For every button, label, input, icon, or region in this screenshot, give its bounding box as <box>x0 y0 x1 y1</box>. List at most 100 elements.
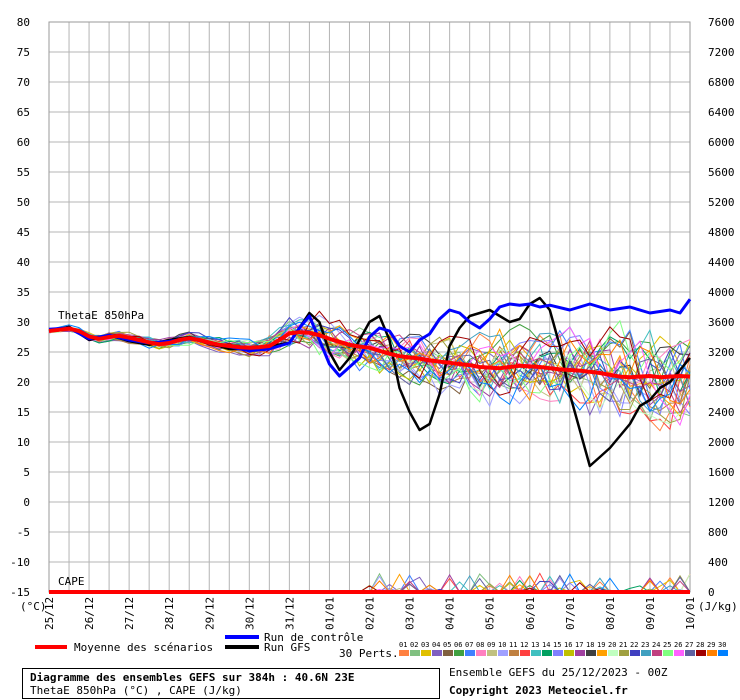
legend-pert-swatch <box>531 650 541 656</box>
x-tick-label: 01/01 <box>323 597 336 630</box>
y-left-tick-label: 75 <box>17 46 30 59</box>
y-right-tick-label: 1200 <box>708 496 735 509</box>
x-tick-label: 27/12 <box>123 597 136 630</box>
y-left-tick-label: 50 <box>17 196 30 209</box>
legend-control-label: Run de contrôle <box>264 631 364 644</box>
legend-pert-number: 17 <box>575 641 583 649</box>
legend-pert-swatch <box>564 650 574 656</box>
legend-pert-number: 26 <box>674 641 682 649</box>
legend-mean-label: Moyenne des scénarios <box>74 641 214 654</box>
legend-pert-number: 07 <box>465 641 473 649</box>
legend-pert-swatch <box>487 650 497 656</box>
y-right-tick-label: 6800 <box>708 76 735 89</box>
legend-pert-swatch <box>410 650 420 656</box>
legend-pert-swatch <box>608 650 618 656</box>
right-axis-unit: (J/kg) <box>698 600 738 613</box>
y-right-tick-label: 400 <box>708 556 728 569</box>
legend-pert-swatch <box>674 650 684 656</box>
legend-pert-number: 14 <box>542 641 550 649</box>
copyright: Copyright 2023 Meteociel.fr <box>449 684 628 697</box>
legend-pert-number: 02 <box>410 641 418 649</box>
theta-panel-label: ThetaE 850hPa <box>58 309 145 322</box>
chart-subtitle: ThetaE 850hPa (°C) , CAPE (J/kg) <box>30 684 242 697</box>
legend-pert-number: 25 <box>663 641 671 649</box>
legend-pert-number: 16 <box>564 641 572 649</box>
x-tick-label: 05/01 <box>484 597 497 630</box>
legend-pert-swatch <box>542 650 552 656</box>
legend-pert-number: 27 <box>685 641 693 649</box>
legend-pert-number: 10 <box>498 641 506 649</box>
y-right-tick-label: 7200 <box>708 46 735 59</box>
y-right-tick-label: 7600 <box>708 16 735 29</box>
y-right-tick-label: 2000 <box>708 436 735 449</box>
y-right-tick-label: 5200 <box>708 196 735 209</box>
y-left-tick-label: 20 <box>17 376 30 389</box>
y-left-tick-label: 70 <box>17 76 30 89</box>
legend-pert-swatch <box>454 650 464 656</box>
legend-pert-swatch <box>597 650 607 656</box>
y-left-tick-label: -15 <box>10 586 30 599</box>
y-right-tick-label: 3200 <box>708 346 735 359</box>
legend-pert-number: 29 <box>707 641 715 649</box>
legend-pert-swatch <box>696 650 706 656</box>
y-left-tick-label: 40 <box>17 256 30 269</box>
run-info: Ensemble GEFS du 25/12/2023 - 00Z <box>449 666 668 679</box>
y-left-tick-label: 5 <box>23 466 30 479</box>
legend-swatches: 01 02 03 04 05 06 07 08 09 10 11 12 13 14 15 16 17 18 19 20… <box>35 635 728 656</box>
legend-pert-number: 28 <box>696 641 704 649</box>
legend-pert-number: 12 <box>520 641 528 649</box>
legend-pert-swatch <box>641 650 651 656</box>
legend-perts-label: 30 Perts. <box>339 647 399 660</box>
y-left-tick-label: 55 <box>17 166 30 179</box>
x-tick-label: 26/12 <box>83 597 96 630</box>
y-left-tick-label: 35 <box>17 286 30 299</box>
y-left-tick-label: -10 <box>10 556 30 569</box>
x-tick-label: 08/01 <box>604 597 617 630</box>
y-left-tick-label: -5 <box>17 526 30 539</box>
legend-pert-number: 05 <box>443 641 451 649</box>
x-tick-label: 09/01 <box>644 597 657 630</box>
x-tick-label: 28/12 <box>163 597 176 630</box>
perturbation-line <box>48 321 691 413</box>
legend-pert-swatch <box>476 650 486 656</box>
y-left-tick-label: 60 <box>17 136 30 149</box>
legend-pert-number: 09 <box>487 641 495 649</box>
x-tick-label: 04/01 <box>444 597 457 630</box>
cape-panel-label: CAPE <box>58 575 85 588</box>
legend-pert-number: 22 <box>630 641 638 649</box>
legend-pert-number: 13 <box>531 641 539 649</box>
chart-title: Diagramme des ensembles GEFS sur 384h : … <box>30 671 355 684</box>
legend-pert-swatch <box>663 650 673 656</box>
legend-pert-swatch <box>619 650 629 656</box>
legend-pert-number: 23 <box>641 641 649 649</box>
legend-pert-swatch <box>630 650 640 656</box>
title-box: Diagramme des ensembles GEFS sur 384h : … <box>22 668 440 699</box>
legend-pert-number: 03 <box>421 641 429 649</box>
chart-grid <box>48 21 691 593</box>
legend-pert-number: 19 <box>597 641 605 649</box>
x-tick-label: 03/01 <box>404 597 417 630</box>
legend-pert-swatch <box>586 650 596 656</box>
y-right-tick-label: 6400 <box>708 106 735 119</box>
legend-pert-number: 30 <box>718 641 726 649</box>
legend-pert-number: 24 <box>652 641 660 649</box>
y-left-tick-label: 15 <box>17 406 30 419</box>
y-right-tick-label: 800 <box>708 526 728 539</box>
series-mean-line <box>48 326 691 380</box>
y-right-tick-label: 5600 <box>708 166 735 179</box>
x-tick-label: 02/01 <box>364 597 377 630</box>
y-left-tick-label: 25 <box>17 346 30 359</box>
y-left-tick-label: 80 <box>17 16 30 29</box>
x-tick-label: 06/01 <box>524 597 537 630</box>
legend-pert-swatch <box>718 650 728 656</box>
x-tick-label: 29/12 <box>203 597 216 630</box>
left-axis-unit: (°C) <box>20 600 47 613</box>
y-right-tick-label: 2800 <box>708 376 735 389</box>
legend-pert-swatch <box>707 650 717 656</box>
legend-pert-number: 04 <box>432 641 440 649</box>
legend-pert-swatch <box>685 650 695 656</box>
y-right-tick-label: 0 <box>708 586 715 599</box>
y-left-tick-label: 30 <box>17 316 30 329</box>
